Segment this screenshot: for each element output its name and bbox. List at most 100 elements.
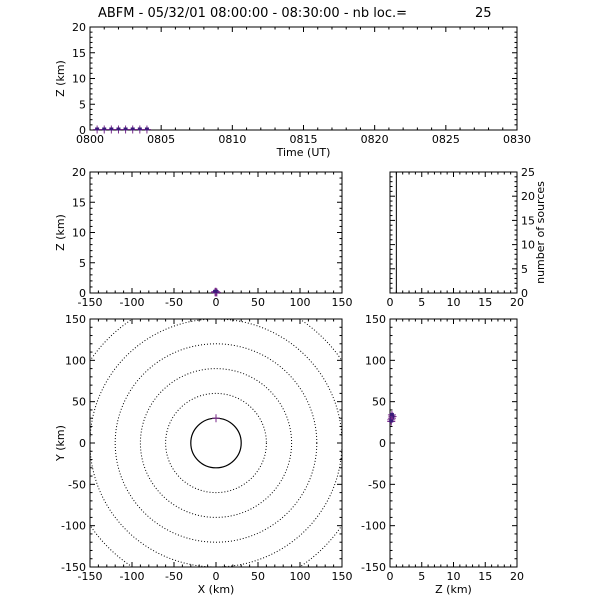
marker-core [95, 127, 100, 131]
y-tick-label: 15 [521, 214, 535, 227]
y-axis-label: number of sources [534, 181, 547, 284]
y-tick-label: 150 [65, 313, 86, 326]
range-ring [114, 343, 318, 543]
source-marker [142, 125, 151, 134]
x-tick-label: 0815 [290, 133, 318, 146]
y-tick-label: -100 [361, 520, 386, 533]
x-axis-label: X (km) [198, 583, 235, 596]
y-tick-label: 10 [521, 239, 535, 252]
y-axis-label: Y (km) [54, 425, 67, 462]
source-marker [114, 125, 123, 134]
source-marker [212, 414, 220, 423]
y-axis-label: Z (km) [54, 214, 67, 251]
x-tick-label: 0800 [76, 133, 104, 146]
x-tick-label: 15 [478, 570, 492, 583]
x-tick-label: 10 [447, 296, 461, 309]
x-tick-label: -100 [120, 570, 145, 583]
x-tick-label: 0 [213, 296, 220, 309]
x-tick-label: -50 [165, 296, 183, 309]
source-marker [93, 125, 102, 134]
y-tick-label: 50 [72, 396, 86, 409]
range-rings [90, 319, 342, 567]
plot-frame [89, 318, 343, 568]
source-marker [135, 125, 144, 134]
source-marker [387, 410, 396, 419]
range-ring [190, 417, 242, 469]
x-tick-label: 20 [510, 570, 524, 583]
plots: 0800 0805 0810 0815 0820 0825 0830 0 5 10 15 20 Time… [54, 21, 547, 596]
source-marker [387, 417, 396, 426]
y-tick-label: 20 [72, 166, 86, 179]
x-tick-label: 100 [290, 570, 311, 583]
y-tick-label: 25 [521, 166, 535, 179]
y-tick-label: 100 [365, 354, 386, 367]
range-ring [90, 319, 342, 567]
panel-plan_view: -150 -100 -50 0 50 100 150 -150 -100 -50 0 50 100 150… [54, 313, 353, 596]
y-tick-label: -150 [361, 561, 386, 574]
y-tick-label: -50 [68, 478, 86, 491]
marker-core [389, 419, 394, 423]
x-tick-label: -50 [165, 570, 183, 583]
x-tick-label: 0 [387, 296, 394, 309]
y-tick-label: 5 [79, 257, 86, 270]
y-tick-label: 10 [72, 73, 86, 86]
y-tick-label: 50 [372, 396, 386, 409]
y-tick-label: 0 [521, 287, 528, 300]
marker-core [389, 412, 394, 416]
panel-x_height: -150 -100 -50 0 50 100 150 0 5 10 15 20 Z (km) [54, 166, 353, 309]
x-tick-label: -100 [120, 296, 145, 309]
x-tick-label: 0 [213, 570, 220, 583]
range-ring [165, 392, 267, 494]
y-tick-label: 20 [72, 21, 86, 34]
y-tick-label: 0 [79, 287, 86, 300]
y-tick-label: -100 [61, 520, 86, 533]
y-tick-label: 20 [521, 190, 535, 203]
x-tick-label: 100 [290, 296, 311, 309]
y-tick-label: 5 [521, 263, 528, 276]
y-tick-label: -150 [61, 561, 86, 574]
y-tick-label: 100 [65, 354, 86, 367]
plot-frame [89, 26, 518, 131]
x-tick-label: 5 [418, 570, 425, 583]
y-axis-label: Z (km) [54, 60, 67, 97]
marker-core [144, 127, 149, 131]
x-tick-label: 5 [418, 296, 425, 309]
marker-core [137, 127, 142, 131]
x-tick-label: 150 [332, 296, 353, 309]
panel-height_y: 0 5 10 15 20 -150 -100 -50 0 50 100 150 Z (km) [361, 313, 524, 596]
marker-core [102, 127, 107, 131]
y-tick-label: 5 [79, 98, 86, 111]
source-marker [100, 125, 109, 134]
source-marker [211, 287, 220, 296]
plot-frame [389, 318, 518, 568]
marker-core [116, 127, 121, 131]
y-tick-label: 0 [79, 124, 86, 137]
range-ring [90, 319, 342, 567]
marker-core [390, 414, 395, 418]
figure-title: ABFM - 05/32/01 08:00:00 - 08:30:00 - nb… [98, 6, 407, 21]
x-tick-label: 0825 [432, 133, 460, 146]
y-tick-label: 0 [379, 437, 386, 450]
x-tick-label: 0830 [503, 133, 531, 146]
x-axis-label: Z (km) [435, 583, 472, 596]
x-tick-label: 20 [510, 296, 524, 309]
x-tick-label: 0810 [218, 133, 246, 146]
source-marker [128, 125, 137, 134]
marker-core [213, 289, 218, 293]
x-tick-label: -150 [78, 296, 103, 309]
location-count: 25 [475, 6, 492, 21]
x-axis-label: Time (UT) [276, 146, 331, 159]
source-marker [121, 125, 130, 134]
x-tick-label: 50 [251, 570, 265, 583]
x-tick-label: 150 [332, 570, 353, 583]
x-tick-label: 0820 [361, 133, 389, 146]
marker-core [130, 127, 135, 131]
x-tick-label: 10 [447, 570, 461, 583]
histogram-bar [389, 171, 397, 294]
range-ring [139, 368, 293, 518]
panel-time_height: 0800 0805 0810 0815 0820 0825 0830 0 5 10 15 20 Time… [54, 21, 531, 159]
marker-core [123, 127, 128, 131]
source-marker [107, 125, 116, 134]
y-tick-label: 15 [72, 196, 86, 209]
